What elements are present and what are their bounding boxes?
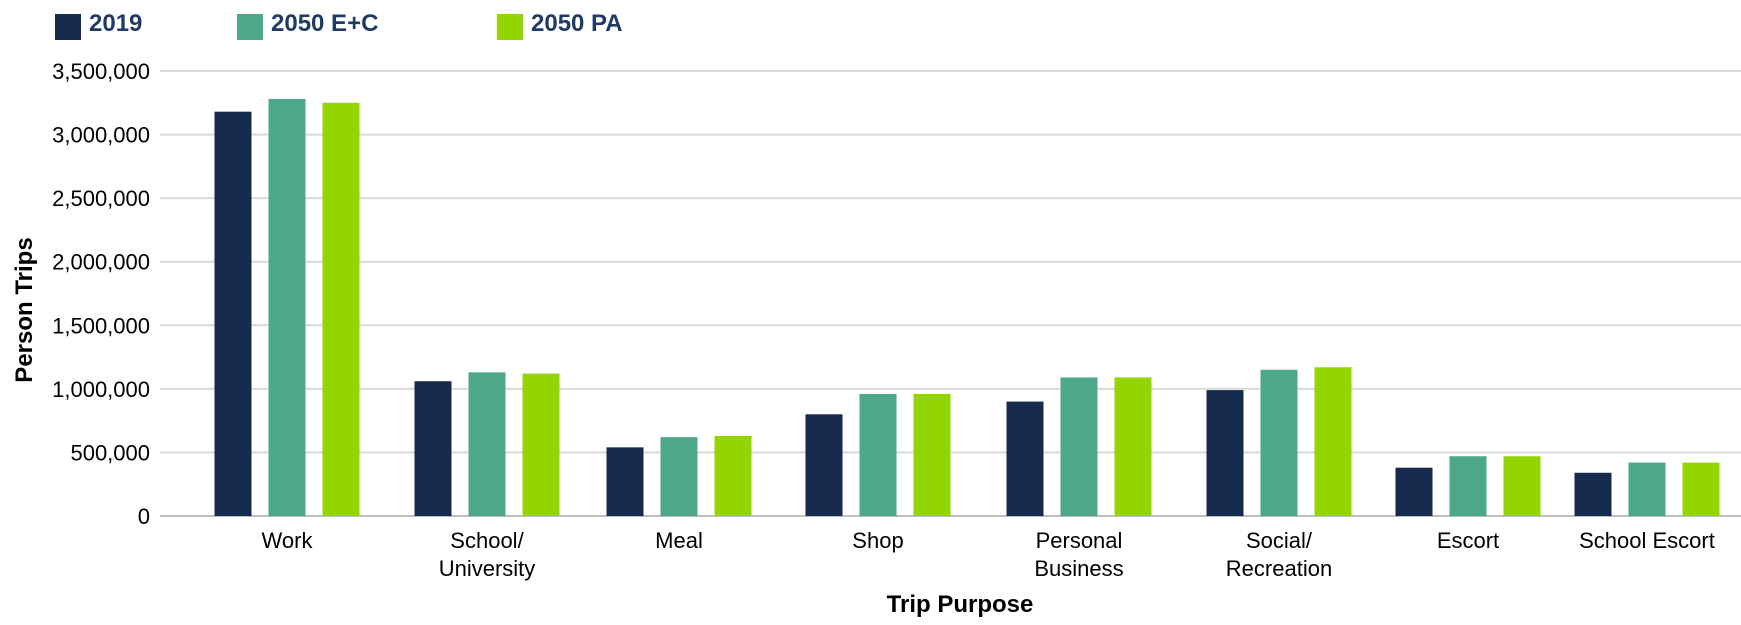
bar [859,393,897,516]
y-tick-label: 1,500,000 [52,313,150,338]
x-tick-label: School/University [439,528,536,581]
y-tick-label: 3,000,000 [52,123,150,148]
legend-label: 2050 E+C [271,10,378,37]
y-tick-label: 3,500,000 [52,59,150,84]
bar [1006,401,1044,516]
legend-swatch [237,14,263,40]
bar [1682,462,1720,516]
y-tick-label: 500,000 [70,440,150,465]
x-tick-label: Personal Business [1034,528,1123,581]
legend-swatch [497,14,523,40]
bar [1503,456,1541,516]
bar [714,435,752,516]
x-tick-label: Shop [852,528,903,553]
bar [1574,472,1612,516]
bar [268,98,306,516]
y-tick-label: 2,500,000 [52,186,150,211]
bar [468,372,506,516]
bar [1060,377,1098,516]
y-axis-ticks: 0 500,000 1,000,000 1,500,000 2,000,000 2,500… [52,59,150,529]
bar [606,447,644,516]
bar [913,393,951,516]
y-tick-label: 2,000,000 [52,250,150,275]
bars [214,98,1720,517]
x-tick-label: Meal [655,528,703,553]
bar [805,414,843,516]
bar [1449,456,1487,516]
bar [1114,377,1152,516]
x-tick-label: Work [262,528,314,553]
y-tick-label: 1,000,000 [52,377,150,402]
bar [522,373,560,516]
bar [660,437,698,516]
legend-swatch [55,14,81,40]
x-tick-label: Social/Recreation [1226,528,1332,581]
y-tick-label: 0 [138,504,150,529]
bar [1206,390,1244,516]
bar [1395,467,1433,516]
bar [1314,367,1352,516]
x-tick-label: School Escort [1579,528,1715,553]
x-axis-title: Trip Purpose [887,591,1034,618]
legend-label: 2019 [89,10,142,37]
x-tick-label: Escort [1437,528,1499,553]
bar [214,111,252,516]
bar [322,102,360,517]
bar [1260,369,1298,516]
legend-label: 2050 PA [531,10,623,37]
legend: 2019 2050 E+C 2050 PA [55,10,623,40]
bar [1628,462,1666,516]
y-axis-title: Person Trips [11,237,38,382]
x-axis-ticks: Work School/University Meal Shop Personal Bus… [262,528,1715,581]
bar [414,381,452,516]
